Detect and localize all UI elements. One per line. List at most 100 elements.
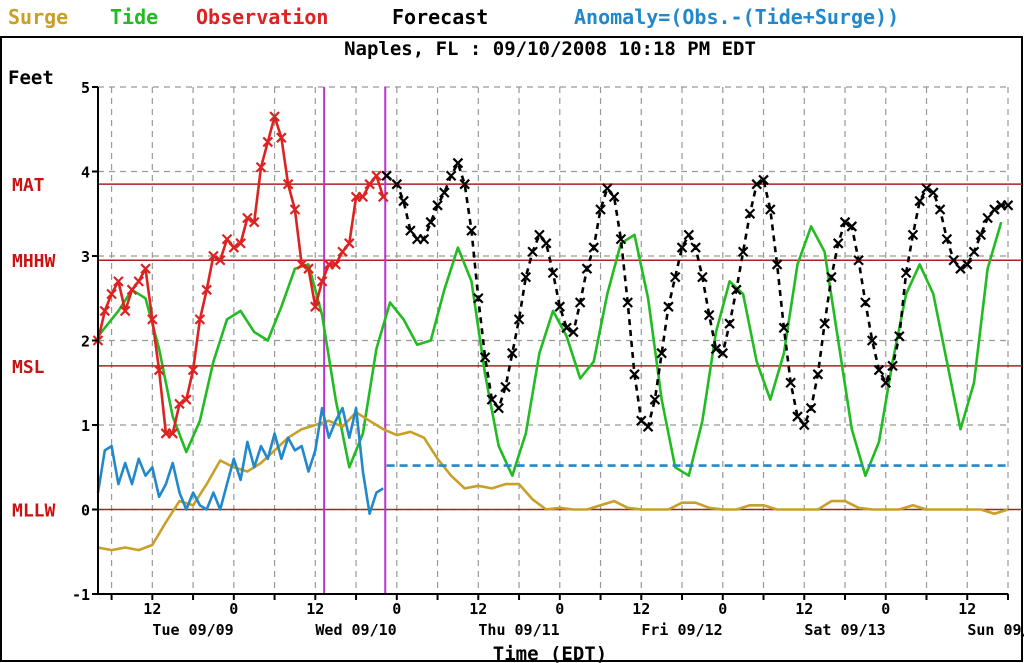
reference-lines: MAT MHHW MSL MLLW	[12, 175, 1022, 522]
data-point	[133, 276, 145, 287]
data-point	[710, 343, 722, 355]
data-point	[269, 111, 280, 122]
data-point	[656, 347, 667, 359]
data-point	[948, 254, 959, 266]
data-point	[547, 267, 559, 279]
data-point	[181, 394, 192, 405]
data-point	[934, 204, 946, 215]
data-point	[731, 284, 742, 296]
data-point	[174, 398, 185, 410]
data-point	[221, 233, 233, 245]
legend-observation: Observation	[196, 5, 328, 29]
data-point	[126, 284, 138, 296]
data-point	[676, 242, 688, 253]
data-point	[540, 238, 552, 249]
data-point	[242, 212, 253, 224]
series-lines	[92, 111, 1014, 552]
data-point	[581, 263, 593, 274]
x-axis-label: Time (EDT)	[493, 643, 607, 663]
data-point	[724, 318, 735, 329]
x-tick-label: 0	[718, 600, 727, 618]
data-point	[642, 421, 654, 432]
data-point	[663, 301, 674, 312]
data-point	[900, 267, 912, 279]
data-point	[439, 187, 450, 198]
data-point	[493, 402, 504, 414]
data-point	[703, 309, 715, 321]
x-tick-label: 0	[229, 600, 238, 618]
data-point	[214, 254, 226, 266]
data-point	[873, 364, 885, 376]
legend-anomaly: Anomaly=(Obs.-(Tide+Surge))	[574, 5, 899, 29]
y-tick-label: 4	[81, 164, 90, 182]
data-point	[907, 229, 919, 241]
data-point	[479, 352, 491, 363]
x-tick-label: 12	[632, 600, 650, 618]
data-point	[262, 136, 274, 148]
legend-tide: Tide	[110, 5, 158, 29]
y-tick-label: 3	[81, 248, 90, 266]
data-point	[432, 200, 443, 211]
x-tick-label: 12	[795, 600, 813, 618]
data-point	[303, 263, 314, 274]
date-label: Sat 09/13	[804, 621, 885, 639]
data-point	[880, 377, 892, 389]
data-point	[812, 369, 824, 380]
legend: Surge Tide Observation Forecast Anomaly=…	[8, 5, 899, 29]
x-tick-label: 12	[469, 600, 487, 618]
data-point	[758, 174, 769, 186]
data-point	[588, 242, 600, 253]
data-point	[697, 271, 708, 283]
data-point	[921, 183, 932, 194]
data-point	[506, 347, 518, 359]
data-point	[99, 305, 111, 317]
data-point	[310, 301, 321, 312]
data-point	[296, 259, 308, 270]
data-point	[737, 246, 749, 258]
data-point	[839, 216, 851, 228]
data-point	[147, 314, 158, 325]
data-point	[316, 276, 328, 287]
data-point	[201, 284, 212, 296]
y-tick-label: 2	[81, 333, 90, 351]
data-point	[989, 204, 1000, 215]
data-point	[975, 229, 987, 241]
data-point	[765, 204, 776, 215]
date-label: Thu 09/11	[478, 621, 559, 639]
data-point	[982, 212, 993, 224]
data-point	[276, 132, 287, 143]
data-point	[391, 178, 403, 190]
y-tick-label: -1	[72, 586, 90, 604]
data-point	[785, 377, 796, 389]
data-point	[832, 238, 844, 249]
data-point	[622, 297, 633, 308]
data-point	[866, 335, 878, 346]
data-point	[608, 191, 620, 203]
data-point	[140, 263, 151, 274]
data-point	[968, 246, 980, 258]
data-point	[500, 381, 511, 393]
series-anomaly	[96, 406, 384, 516]
data-point	[955, 263, 966, 274]
data-point	[853, 254, 864, 266]
data-point	[330, 259, 341, 270]
chart-frame	[0, 36, 1023, 662]
data-point	[228, 242, 240, 253]
data-point	[194, 314, 206, 325]
data-point	[357, 191, 369, 203]
data-point	[751, 178, 763, 190]
legend-forecast: Forecast	[392, 5, 488, 29]
data-point	[819, 318, 830, 329]
data-point	[914, 195, 925, 207]
data-point	[167, 428, 178, 439]
data-point	[405, 225, 416, 236]
data-point	[771, 259, 783, 270]
series-tide	[96, 221, 1003, 478]
data-point	[928, 187, 939, 198]
date-label: Tue 09/09	[152, 621, 233, 639]
data-point	[798, 419, 810, 431]
series-forecast	[385, 161, 1008, 429]
data-point	[649, 394, 661, 405]
